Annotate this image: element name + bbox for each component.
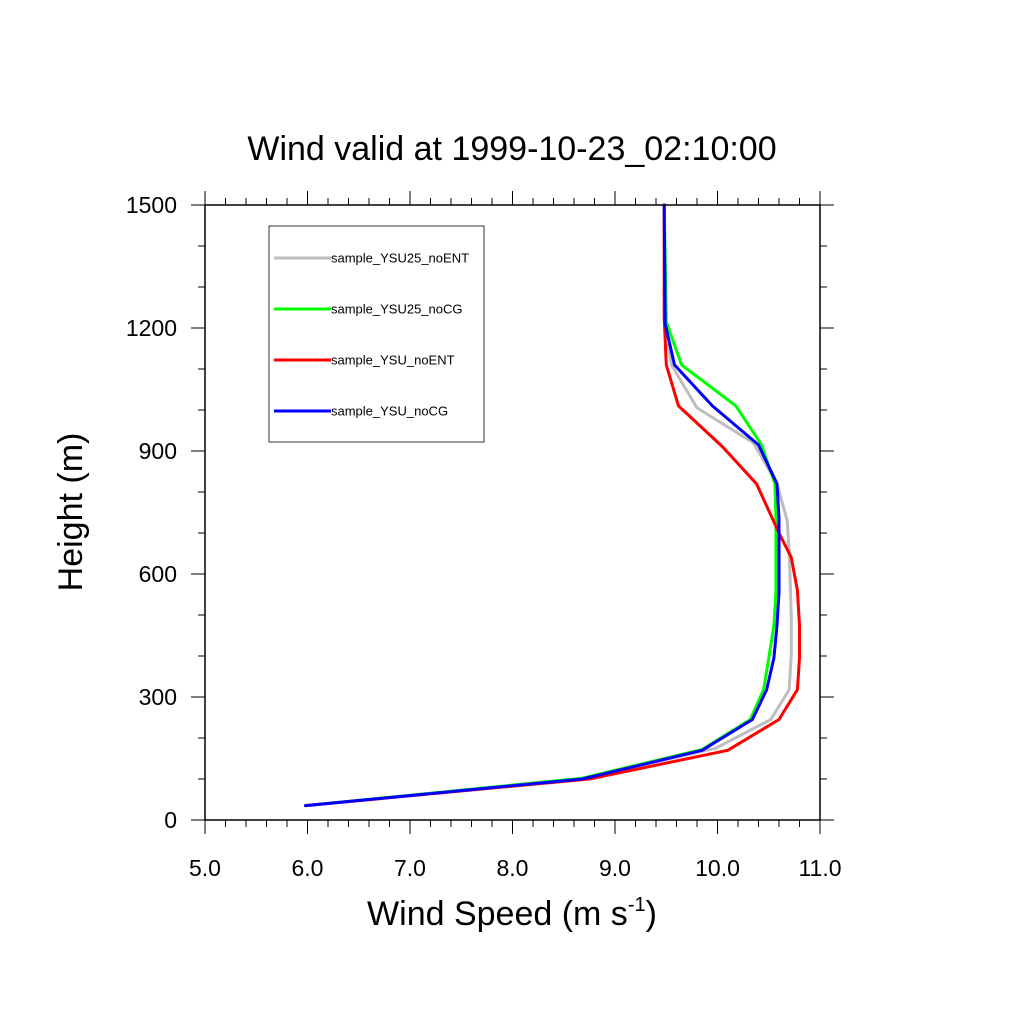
y-tick-label: 600: [139, 561, 177, 587]
y-tick-label: 1200: [126, 315, 177, 341]
series-layer: [304, 203, 801, 808]
x-tick-label: 6.0: [292, 855, 324, 881]
x-axis-label-superscript: -1: [628, 894, 646, 916]
legend-label: sample_YSU25_noENT: [331, 251, 469, 266]
legend-label: sample_YSU25_noCG: [331, 302, 463, 317]
x-tick-label: 5.0: [189, 855, 221, 881]
x-axis-label: Wind Speed (m s-1): [367, 894, 657, 933]
series-line-sample_YSU_noENT: [304, 203, 801, 808]
x-axis-label-base: Wind Speed (m s: [367, 895, 628, 933]
x-tick-label: 10.0: [695, 855, 740, 881]
y-axis-label: Height (m): [52, 433, 90, 592]
legend-box: [268, 225, 485, 443]
axis-ticks: [191, 191, 834, 834]
x-tick-label: 9.0: [599, 855, 631, 881]
legend-label: sample_YSU_noCG: [331, 404, 448, 419]
plot-frame: [204, 204, 821, 821]
series-line-sample_YSU25_noENT: [304, 203, 793, 808]
x-axis-label-tail: ): [646, 895, 657, 933]
series-line-sample_YSU_noCG: [304, 203, 781, 808]
y-tick-label: 900: [139, 438, 177, 464]
chart-title: Wind valid at 1999-10-23_02:10:00: [247, 130, 776, 168]
x-tick-label: 11.0: [798, 855, 841, 881]
tick-labels: 5.0 6.0 7.0 8.0 9.0 10.0 11.0 0 300 600 900 1200 150…: [126, 192, 842, 881]
legend-label: sample_YSU_noENT: [331, 353, 455, 368]
y-tick-label: 0: [164, 807, 177, 833]
x-tick-label: 8.0: [497, 855, 529, 881]
y-tick-label: 300: [139, 684, 177, 710]
legend: sample_YSU25_noENT sample_YSU25_noCGsampl…: [268, 225, 485, 443]
x-tick-label: 7.0: [394, 855, 426, 881]
y-tick-label: 1500: [126, 192, 177, 218]
